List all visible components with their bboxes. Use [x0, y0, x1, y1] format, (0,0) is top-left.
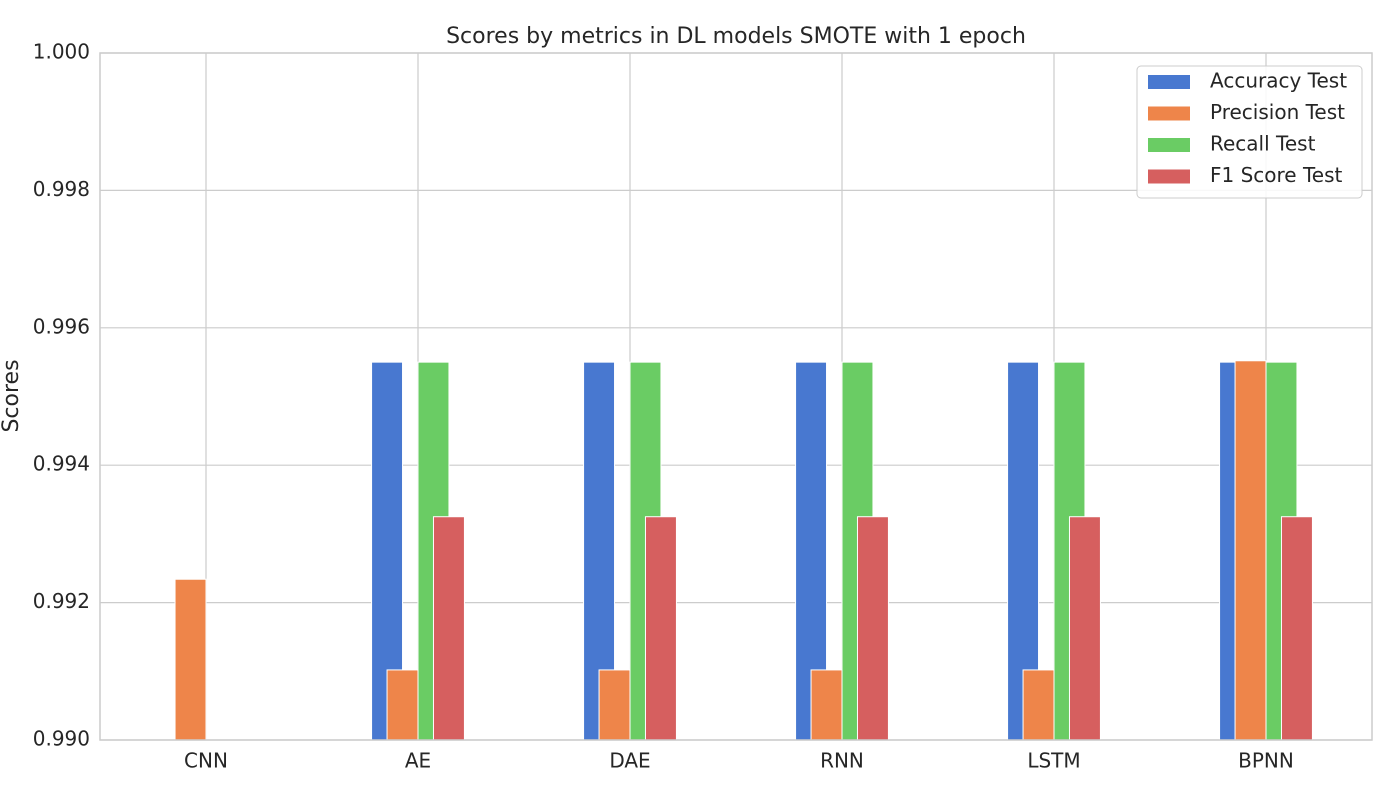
legend: Accuracy Test Precision Test Recall Test F1…: [1136, 65, 1363, 199]
chart-title: Scores by metrics in DL models SMOTE wit…: [446, 24, 1026, 49]
bar: [644, 516, 677, 741]
plot-frame: [99, 52, 1373, 741]
legend-swatch: [1148, 75, 1190, 89]
x-tick-label: DAE: [609, 749, 650, 773]
legend-label: Precision Test: [1210, 100, 1345, 124]
legend-label: F1 Score Test: [1210, 163, 1343, 187]
x-tick-label: BPNN: [1238, 749, 1294, 773]
bar: [810, 669, 843, 741]
y-tick-label: 0.998: [33, 177, 90, 201]
bar: [1280, 516, 1313, 741]
bar: [856, 516, 889, 741]
bar: [432, 516, 465, 741]
x-tick-label: RNN: [820, 749, 864, 773]
legend-label: Accuracy Test: [1210, 69, 1347, 93]
y-tick-label: 0.992: [33, 589, 90, 613]
x-tick-label: LSTM: [1027, 749, 1080, 773]
y-tick-label: 0.996: [33, 314, 90, 338]
legend-swatch: [1148, 138, 1190, 152]
legend-label: Recall Test: [1210, 132, 1316, 156]
legend-frame: [1136, 65, 1363, 199]
x-tick-label: CNN: [184, 749, 228, 773]
y-axis-label: Scores: [0, 359, 24, 432]
bar: [1068, 516, 1101, 741]
y-tick-label: 0.994: [33, 452, 90, 476]
bar: [174, 578, 207, 741]
legend-swatch: [1148, 169, 1190, 184]
bar: [598, 669, 631, 741]
y-tick-label: 1.000: [33, 40, 90, 64]
y-tick-label: 0.990: [33, 727, 90, 751]
bar: [1022, 669, 1055, 741]
bar: [1234, 360, 1267, 741]
bar: [386, 669, 419, 741]
x-tick-label: AE: [405, 749, 431, 773]
legend-swatch: [1148, 106, 1190, 121]
